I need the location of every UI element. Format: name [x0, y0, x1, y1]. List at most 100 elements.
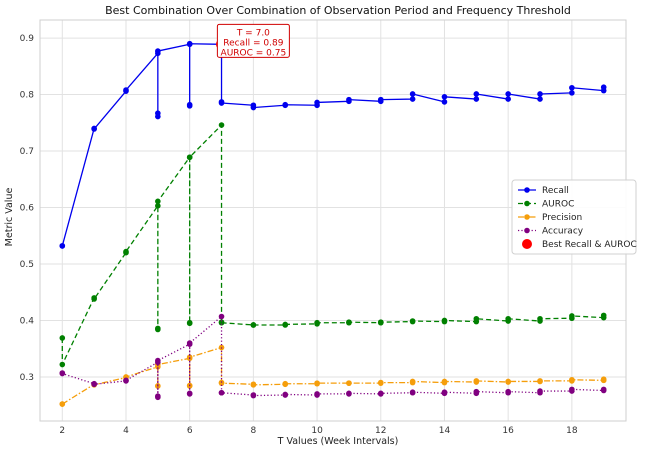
series: [59, 40, 607, 407]
point-precision: [473, 378, 480, 384]
point-precision: [314, 380, 320, 386]
series-line-accuracy: [61, 315, 605, 398]
point-precision: [569, 376, 575, 383]
point-auroc: [59, 335, 66, 341]
point-accuracy: [377, 390, 384, 397]
point-accuracy: [186, 390, 193, 397]
chart-title: Best Combination Over Combination of Obs…: [105, 4, 571, 17]
point-accuracy: [186, 340, 193, 346]
point-recall: [218, 100, 225, 106]
legend-marker-best: [522, 239, 532, 249]
legend-marker-accuracy: [524, 227, 530, 234]
point-accuracy: [123, 377, 129, 384]
point-auroc: [600, 312, 607, 319]
annotation-box: [216, 23, 290, 58]
point-auroc: [346, 319, 352, 325]
point-recall: [346, 96, 352, 103]
point-precision: [377, 379, 384, 386]
legend-marker-recall: [524, 187, 530, 193]
point-auroc: [155, 198, 161, 205]
x-tick-label: 4: [123, 426, 129, 436]
legend-label-best: Best Recall & AUROC: [542, 240, 637, 250]
point-recall: [250, 104, 257, 111]
point-precision: [218, 380, 225, 386]
x-axis-label: T Values (Week Intervals): [277, 436, 399, 447]
series-line-precision: [61, 346, 605, 405]
x-tick-label: 10: [311, 426, 323, 436]
point-precision: [282, 380, 289, 387]
y-tick-label: 0.4: [20, 316, 35, 326]
x-tick-label: 16: [502, 426, 514, 436]
legend-marker-auroc: [524, 200, 530, 207]
point-recall: [537, 91, 543, 97]
point-auroc: [123, 248, 129, 255]
x-tick-label: 18: [566, 426, 578, 436]
point-precision: [505, 378, 511, 385]
point-accuracy: [346, 390, 352, 397]
point-recall: [473, 96, 480, 102]
point-recall: [441, 94, 448, 100]
point-precision: [600, 376, 607, 383]
x-tick-label: 14: [439, 426, 451, 436]
point-accuracy: [155, 357, 161, 364]
point-auroc: [314, 319, 320, 326]
legend-box: [511, 179, 637, 255]
point-recall: [155, 48, 161, 54]
point-auroc: [155, 325, 161, 332]
point-accuracy: [473, 388, 480, 395]
point-recall: [441, 99, 448, 105]
point-auroc: [186, 320, 193, 327]
point-accuracy: [409, 389, 416, 395]
y-tick-label: 0.9: [20, 34, 35, 44]
legend-label-precision: Precision: [542, 213, 582, 223]
point-recall: [186, 40, 193, 47]
point-auroc: [473, 315, 480, 322]
point-precision: [409, 378, 416, 385]
point-precision: [441, 378, 448, 385]
point-accuracy: [569, 386, 575, 393]
x-tick-label: 12: [375, 426, 386, 436]
point-recall: [473, 91, 480, 97]
point-auroc: [59, 361, 66, 368]
point-accuracy: [441, 389, 448, 395]
y-tick-label: 0.7: [20, 147, 34, 157]
point-accuracy: [91, 381, 97, 388]
legend-label-auroc: AUROC: [542, 200, 574, 210]
y-tick-label: 0.8: [20, 91, 35, 101]
point-accuracy: [155, 393, 161, 399]
legend-marker-precision: [524, 214, 530, 220]
point-accuracy: [59, 370, 66, 377]
point-auroc: [155, 203, 161, 209]
point-precision: [59, 401, 66, 407]
point-precision: [537, 378, 543, 384]
annotation-line: Recall = 0.89: [223, 38, 283, 48]
annotation-line: AUROC = 0.75: [221, 48, 287, 58]
point-auroc: [218, 122, 225, 128]
annotation-line: T = 7.0: [236, 28, 270, 38]
x-tick-labels: 2 4 6 8 10 12 14 16 18: [59, 426, 577, 436]
point-precision: [346, 380, 352, 386]
point-accuracy: [314, 391, 320, 397]
point-recall: [569, 84, 575, 91]
point-recall: [314, 99, 320, 106]
point-precision: [186, 354, 193, 360]
point-recall: [409, 96, 416, 102]
x-tick-label: 2: [59, 426, 65, 436]
point-recall: [537, 96, 543, 102]
point-accuracy: [600, 386, 607, 393]
point-accuracy: [218, 313, 225, 320]
point-auroc: [250, 322, 257, 328]
point-recall: [377, 96, 384, 103]
point-recall: [409, 91, 416, 97]
point-accuracy: [282, 391, 289, 398]
point-auroc: [569, 313, 575, 319]
point-auroc: [186, 154, 193, 161]
point-accuracy: [250, 392, 257, 399]
point-auroc: [441, 317, 448, 324]
x-tick-label: 8: [251, 426, 257, 436]
point-recall: [505, 91, 511, 97]
point-auroc: [409, 318, 416, 324]
legend-label-recall: Recall: [542, 186, 569, 196]
